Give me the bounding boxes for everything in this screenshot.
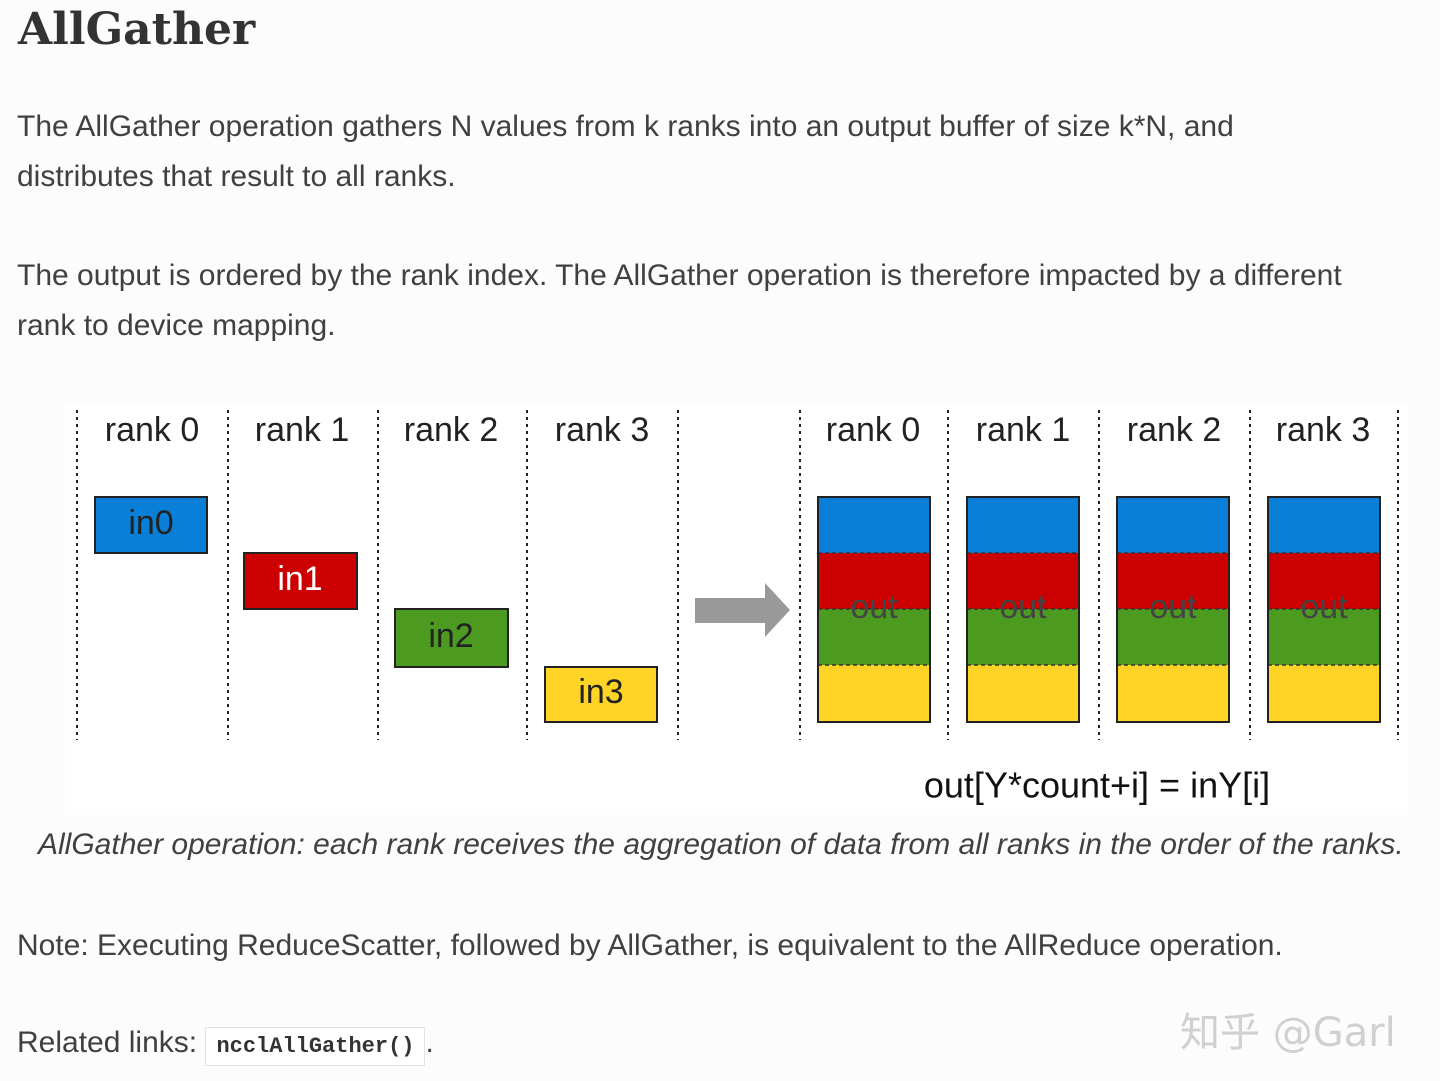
output-segment [1268,609,1380,665]
formula: out[Y*count+i] = inY[i] [924,765,1270,806]
output-segment [818,497,930,553]
title: AllGather [18,4,256,55]
related-label: Related links: [17,1026,198,1059]
rank-label: rank 0 [105,411,200,449]
input-label: in3 [578,673,623,711]
rank-label: rank 2 [1127,411,1222,449]
output-label: out [1149,588,1197,626]
rank-label: rank 0 [826,411,921,449]
rank-label: rank 3 [555,411,650,449]
output-segment [818,553,930,609]
input-label: in0 [128,504,173,542]
output-segment [1268,665,1380,721]
output-box [1116,496,1230,723]
input-label: in2 [428,617,473,655]
related-links: Related links: ncclAllGather(). [17,1026,434,1066]
paragraph: The output is ordered by the rank index.… [17,259,1342,342]
rank-label: rank 3 [1276,411,1371,449]
watermark: 知乎 @Garl [1180,1010,1396,1056]
output-label: out [999,588,1047,626]
input-box [394,608,509,668]
input-box [94,496,208,554]
output-segment [1117,553,1229,609]
diagram: rank 0 rank 1 rank 2 rank 3 rank 0 rank … [65,403,1408,815]
output-segment [1268,553,1380,609]
output-segment [818,665,930,721]
rank-label: rank 2 [404,411,499,449]
output-segment [1117,609,1229,665]
rank-label: rank 1 [255,411,350,449]
output-segment [1117,497,1229,553]
output-segment [967,497,1079,553]
output-segment [1268,497,1380,553]
input-box [544,666,658,723]
output-label: out [1300,588,1348,626]
trailing: . [425,1026,434,1059]
note: Note: Executing ReduceScatter, followed … [17,929,1283,962]
output-segment [818,609,930,665]
input-label: in1 [277,560,322,598]
input-box [243,552,358,610]
arrow [695,583,790,637]
output-label: out [850,588,898,626]
output-box [966,496,1080,723]
output-segment [967,665,1079,721]
output-segment [967,609,1079,665]
output-box [817,496,931,723]
code-link[interactable]: ncclAllGather() [205,1027,426,1066]
output-segment [967,553,1079,609]
paragraph: The AllGather operation gathers N values… [17,110,1234,193]
caption: AllGather operation: each rank receives … [38,828,1404,861]
dividers [76,410,1399,740]
output-box [1267,496,1381,723]
output-segment [1117,665,1229,721]
rank-label: rank 1 [976,411,1071,449]
